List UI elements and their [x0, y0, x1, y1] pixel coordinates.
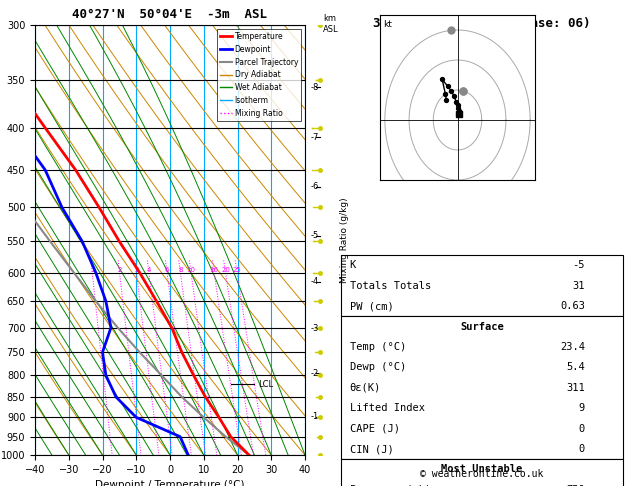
Text: 4: 4: [147, 266, 151, 273]
Text: PW (cm): PW (cm): [350, 301, 394, 311]
Point: [443, 82, 453, 90]
Text: K: K: [350, 260, 356, 270]
Text: 10: 10: [187, 266, 196, 273]
Legend: Temperature, Dewpoint, Parcel Trajectory, Dry Adiabat, Wet Adiabat, Isotherm, Mi: Temperature, Dewpoint, Parcel Trajectory…: [217, 29, 301, 121]
Point: [451, 98, 461, 106]
Text: 8: 8: [178, 266, 182, 273]
Point: [454, 107, 464, 115]
Text: 1: 1: [90, 266, 94, 273]
Point: [454, 110, 464, 118]
Text: Surface: Surface: [460, 322, 504, 331]
Point: [440, 90, 450, 98]
Text: -5: -5: [311, 231, 320, 240]
Text: 23.4: 23.4: [560, 342, 585, 352]
Text: 16: 16: [209, 266, 219, 273]
Text: Lifted Index: Lifted Index: [350, 403, 425, 413]
Point: [446, 87, 456, 95]
Bar: [341, 459, 623, 486]
Text: -7: -7: [311, 133, 320, 142]
Text: 30.04.2024  15GMT  (Base: 06): 30.04.2024 15GMT (Base: 06): [373, 17, 591, 30]
Text: -2: -2: [311, 368, 320, 378]
Point: [454, 110, 464, 118]
Text: -3: -3: [311, 324, 320, 332]
Bar: [341, 255, 623, 316]
Text: Temp (°C): Temp (°C): [350, 342, 406, 352]
Text: -1: -1: [311, 413, 320, 421]
Text: -4: -4: [311, 278, 320, 286]
Point: [454, 107, 464, 115]
Text: CAPE (J): CAPE (J): [350, 424, 399, 434]
Text: 31: 31: [572, 281, 585, 291]
Text: -6: -6: [311, 182, 320, 191]
Text: 2: 2: [118, 266, 121, 273]
Text: LCL: LCL: [258, 380, 273, 389]
Point: [437, 75, 447, 83]
Text: © weatheronline.co.uk: © weatheronline.co.uk: [420, 469, 543, 479]
Text: -8: -8: [311, 83, 320, 92]
Text: Pressure (mb): Pressure (mb): [350, 485, 431, 486]
Text: 25: 25: [233, 266, 242, 273]
Text: 0: 0: [579, 444, 585, 454]
Text: Dewp (°C): Dewp (°C): [350, 363, 406, 372]
Text: kt: kt: [383, 20, 392, 29]
Text: 0.63: 0.63: [560, 301, 585, 311]
Text: 0: 0: [579, 424, 585, 434]
Text: 3: 3: [134, 266, 138, 273]
Point: [454, 110, 464, 118]
Text: 40°27'N  50°04'E  -3m  ASL: 40°27'N 50°04'E -3m ASL: [72, 8, 267, 21]
Text: Totals Totals: Totals Totals: [350, 281, 431, 291]
Bar: [341, 316, 623, 459]
Text: 311: 311: [566, 383, 585, 393]
Point: [452, 101, 462, 109]
Point: [454, 104, 464, 112]
Text: 20: 20: [221, 266, 230, 273]
Text: 6: 6: [165, 266, 169, 273]
Text: Most Unstable: Most Unstable: [442, 465, 523, 474]
Text: θε(K): θε(K): [350, 383, 381, 393]
Text: km
ASL: km ASL: [323, 14, 338, 34]
X-axis label: Dewpoint / Temperature (°C): Dewpoint / Temperature (°C): [95, 480, 245, 486]
Text: Mixing Ratio (g/kg): Mixing Ratio (g/kg): [340, 197, 349, 283]
Point: [454, 110, 464, 118]
Text: -5: -5: [572, 260, 585, 270]
Text: 9: 9: [579, 403, 585, 413]
Point: [442, 96, 452, 104]
Point: [449, 92, 459, 100]
Text: 5.4: 5.4: [566, 363, 585, 372]
Text: CIN (J): CIN (J): [350, 444, 394, 454]
Text: 750: 750: [566, 485, 585, 486]
